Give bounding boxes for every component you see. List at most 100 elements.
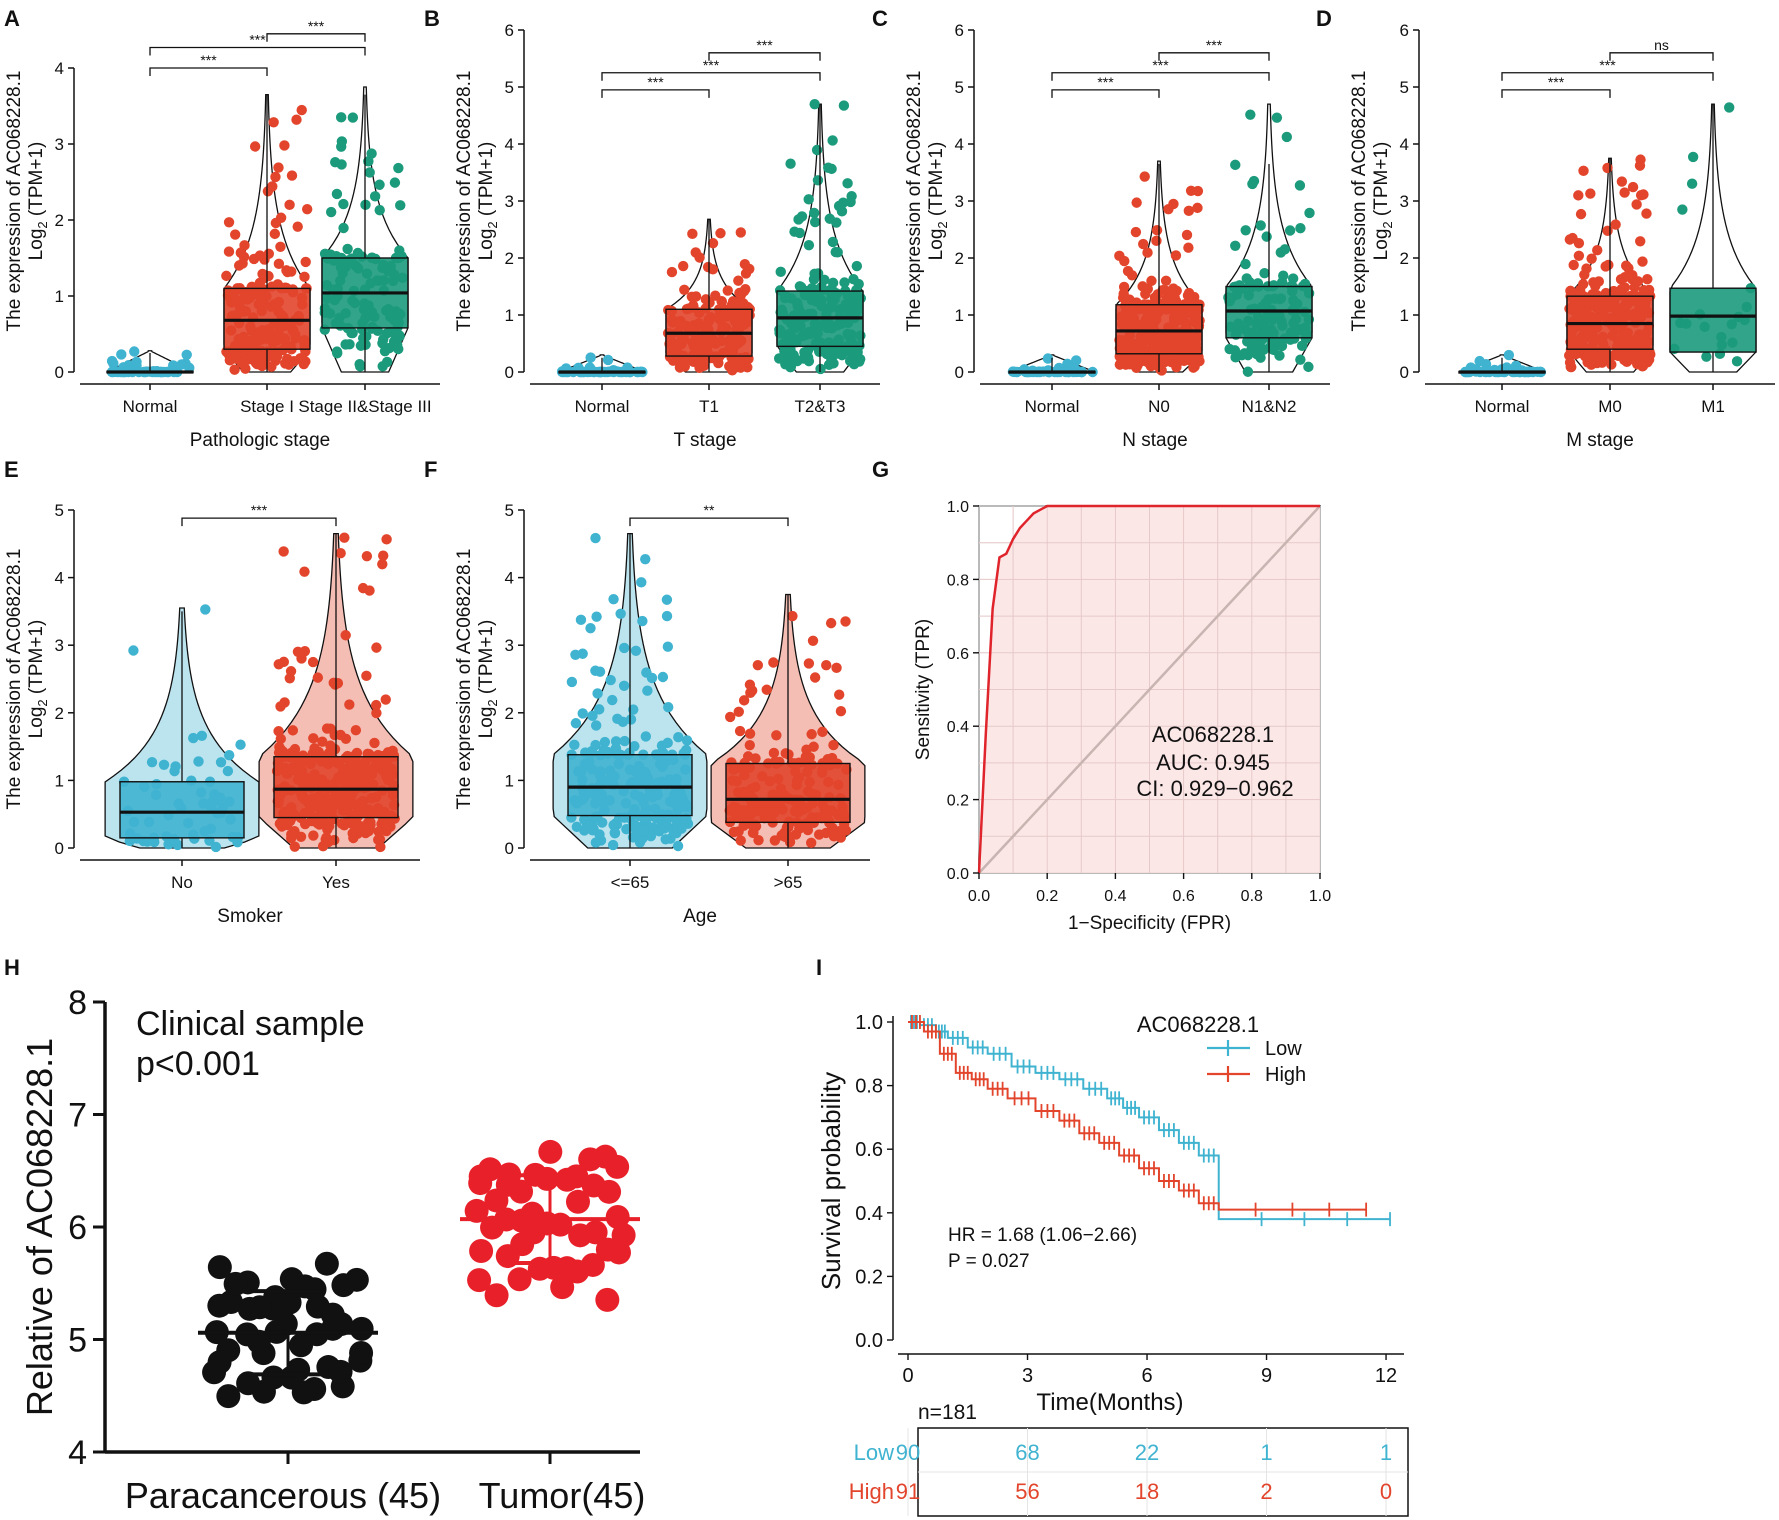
data-point xyxy=(1573,238,1585,249)
data-point xyxy=(740,284,751,295)
y-tick-label: 3 xyxy=(55,636,64,655)
data-point xyxy=(299,566,310,577)
group-t2-t3: T2&T3 xyxy=(773,98,866,416)
data-point xyxy=(1159,356,1171,368)
y-tick-label: 4 xyxy=(955,135,964,154)
data-point xyxy=(1503,349,1515,361)
data-point xyxy=(735,227,747,238)
data-point xyxy=(342,243,353,255)
data-point xyxy=(1181,229,1193,241)
y-axis-sublabel-unit: (TPM+1) xyxy=(476,620,497,700)
bracket-line xyxy=(1501,72,1714,81)
data-point xyxy=(497,1162,522,1187)
x-tick-label: 0.0 xyxy=(968,888,990,905)
annotation-clinical-sample: Clinical sample xyxy=(136,1005,365,1043)
y-axis-sublabel-unit: (TPM+1) xyxy=(1371,142,1392,222)
data-point xyxy=(676,823,687,834)
data-point xyxy=(748,827,759,838)
y-tick-label: 0.4 xyxy=(947,719,969,736)
significance-label: *** xyxy=(703,57,720,73)
data-point xyxy=(565,1189,590,1214)
data-point xyxy=(286,829,297,840)
x-axis-label: M stage xyxy=(1566,430,1634,451)
y-tick-label: 5 xyxy=(55,501,64,520)
y-tick-label: 1 xyxy=(505,771,514,790)
x-tick-label: Normal xyxy=(1475,397,1530,416)
risk-row-label-high: High xyxy=(849,1479,894,1504)
box-iqr xyxy=(1115,304,1203,355)
data-point xyxy=(279,140,290,151)
data-point xyxy=(744,728,756,739)
data-point xyxy=(1168,198,1179,210)
x-axis-label: Pathologic stage xyxy=(190,430,331,451)
y-tick-label: 4 xyxy=(68,1434,87,1472)
data-point xyxy=(222,765,234,777)
data-point xyxy=(308,733,319,744)
data-point xyxy=(1284,225,1296,236)
data-point xyxy=(618,680,630,691)
data-point xyxy=(1151,225,1163,236)
data-point xyxy=(116,349,127,360)
data-point xyxy=(1677,204,1688,215)
data-point xyxy=(1183,242,1194,253)
significance-label: *** xyxy=(1152,57,1169,73)
y-axis-sublabel-unit: (TPM+1) xyxy=(926,142,947,222)
data-point xyxy=(570,649,581,660)
data-point xyxy=(590,532,601,544)
data-point xyxy=(688,356,699,368)
data-point xyxy=(575,614,587,626)
data-point xyxy=(268,117,279,128)
data-point xyxy=(273,659,284,670)
roc-ci-label: CI: 0.929−0.962 xyxy=(1136,776,1293,801)
data-point xyxy=(1701,351,1712,362)
data-point xyxy=(484,1283,509,1308)
x-tick-label: Normal xyxy=(123,397,178,416)
data-point xyxy=(609,827,621,838)
data-point xyxy=(1608,349,1620,361)
data-point xyxy=(1170,250,1182,261)
y-axis-sublabel-base: 2 xyxy=(35,699,50,706)
risk-cell: 91 xyxy=(896,1479,920,1504)
group-yes: Yes xyxy=(258,532,414,892)
data-point xyxy=(317,736,328,747)
data-point xyxy=(615,608,626,619)
data-point xyxy=(467,1268,492,1293)
x-tick-label: M0 xyxy=(1598,397,1622,416)
risk-cell: 0 xyxy=(1380,1479,1392,1504)
data-point xyxy=(750,753,761,764)
x-tick-label: Stage II&Stage III xyxy=(298,397,431,416)
data-point xyxy=(702,261,714,273)
data-point xyxy=(1600,261,1611,272)
data-point xyxy=(369,737,380,749)
data-point xyxy=(1122,265,1134,277)
y-axis-sublabel-log: Log xyxy=(26,229,47,261)
significance-label: ns xyxy=(1654,37,1669,53)
data-point xyxy=(307,656,319,668)
y-tick-label: 2 xyxy=(955,249,964,268)
y-axis-sublabel-log: Log xyxy=(476,229,497,261)
data-point xyxy=(146,756,158,768)
legend-label-low: Low xyxy=(1265,1038,1302,1060)
y-tick-label: 1 xyxy=(505,306,514,325)
significance-label: *** xyxy=(1599,57,1616,73)
group-normal: Normal xyxy=(106,346,195,416)
risk-cell: 90 xyxy=(896,1440,920,1465)
data-point xyxy=(273,258,285,270)
panel-letter-d: D xyxy=(1316,6,1332,31)
data-point xyxy=(681,735,693,746)
data-point xyxy=(364,167,375,178)
y-tick-label: 4 xyxy=(55,59,64,78)
data-point xyxy=(285,666,297,677)
data-point xyxy=(753,834,764,846)
significance-bracket: *** xyxy=(601,57,821,81)
data-point xyxy=(374,179,385,190)
data-point xyxy=(538,1139,563,1164)
group-paracancerous: Paracancerous (45) xyxy=(125,1251,441,1516)
y-tick-label: 3 xyxy=(505,636,514,655)
data-point xyxy=(1686,178,1698,189)
y-axis-sublabel-base: 2 xyxy=(1380,221,1395,228)
data-point xyxy=(734,725,746,737)
data-point xyxy=(809,216,821,228)
group-m1: M1 xyxy=(1669,102,1757,416)
group-normal: Normal xyxy=(556,352,648,416)
